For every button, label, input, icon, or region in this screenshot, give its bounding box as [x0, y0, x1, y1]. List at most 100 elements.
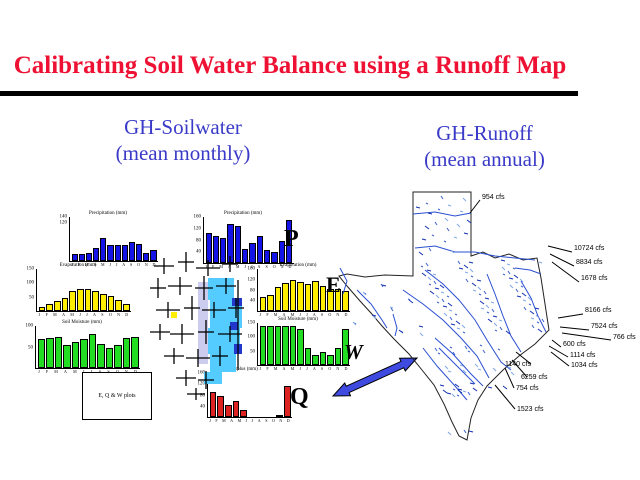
bar [84, 289, 92, 311]
flow-gauge-label: 6259 cfs [521, 374, 548, 381]
flow-gauge-label: 8834 cfs [576, 259, 603, 266]
x-tick-label: D [286, 418, 290, 423]
slide-title: Calibrating Soil Water Balance using a R… [13, 52, 567, 79]
bar [220, 237, 227, 263]
x-tick-label: N [124, 369, 128, 374]
bar [232, 401, 240, 417]
x-tick-label: J [299, 312, 301, 317]
x-tick-label: A [312, 366, 316, 371]
x-tick-label: M [101, 262, 105, 267]
bar [282, 325, 289, 365]
title-rule [0, 91, 578, 96]
y-tick-label: 50 [29, 295, 34, 301]
y-tick-label: 40 [250, 298, 255, 304]
x-tick-label: J [306, 312, 308, 317]
bar [334, 289, 341, 311]
y-tick-label: 50 [28, 345, 33, 350]
bar [100, 238, 107, 261]
bar [99, 293, 107, 311]
bar [297, 328, 304, 365]
x-tick-label: J [79, 312, 81, 317]
x-tick-label: A [282, 366, 286, 371]
bar [259, 296, 266, 311]
bar [274, 325, 281, 365]
y-tick-label: 160 [197, 370, 206, 376]
x-tick-label: J [259, 312, 262, 317]
x-tick-label: M [222, 418, 226, 423]
flow-gauge-label: 1523 cfs [517, 406, 544, 413]
bar [46, 337, 54, 368]
y-tick-label: 40 [196, 249, 201, 255]
bar [327, 288, 334, 311]
x-tick-label: N [280, 264, 284, 269]
x-tick-label: A [64, 369, 67, 374]
bar [242, 248, 249, 263]
x-tick-label: J [245, 418, 248, 423]
letter-e: E [326, 272, 341, 297]
chart-title: Evaporation (mm) [59, 263, 97, 268]
legend-box: E, Q & W plots [82, 372, 152, 420]
bar [71, 254, 78, 261]
x-tick-label: S [130, 262, 133, 267]
bar [122, 337, 130, 368]
y-tick-label: 150 [26, 266, 35, 272]
bar [327, 355, 334, 365]
bar [37, 339, 45, 368]
bar [289, 325, 296, 365]
flow-gauge-label: 8166 cfs [585, 307, 612, 314]
bar [61, 298, 69, 311]
y-axis: 140 120 [58, 215, 69, 262]
x-tick-label: M [235, 264, 240, 269]
x-tick-label: J [109, 262, 112, 267]
y-axis: 160 120 80 40 [192, 215, 203, 264]
x-tick-label: F [266, 312, 269, 317]
x-tick-label: J [209, 418, 211, 423]
bar [76, 288, 84, 311]
chart-evaporation-left: Evaporation (mm) 150 100 50 J F M A M J J A S O N D [25, 262, 131, 318]
flow-gauge-label: 600 cfs [563, 341, 586, 348]
x-tick-label: O [108, 312, 112, 317]
bar [283, 386, 291, 417]
bar [274, 287, 281, 311]
bar [38, 306, 46, 311]
x-tick-label: N [117, 312, 120, 317]
y-tick-label: 80 [250, 288, 255, 293]
plot-area [257, 269, 350, 312]
bar [85, 253, 93, 261]
heading-gh-runoff: GH-Runoff (mean annual) [392, 120, 577, 172]
y-axis: 100 50 [24, 324, 35, 369]
bar [342, 290, 349, 311]
bar [249, 242, 256, 263]
bar [319, 352, 326, 365]
bar [271, 251, 278, 263]
x-tick-label: A [257, 418, 261, 423]
x-tick-label: J [205, 264, 208, 269]
y-axis: 150 100 50 [246, 321, 257, 366]
bar [80, 339, 88, 368]
y-axis: 150 100 50 [25, 266, 36, 312]
chart-title: Evaporation (mm) [279, 263, 317, 268]
plot-area [207, 373, 292, 418]
bar [63, 344, 71, 368]
x-tick-label: M [70, 312, 74, 317]
y-tick-label: 120 [247, 277, 256, 283]
x-tick-label: J [306, 366, 308, 371]
x-tick-label: D [134, 369, 137, 374]
bar [312, 355, 319, 365]
x-tick-label: S [320, 312, 324, 317]
bar [143, 253, 150, 261]
bar [282, 282, 289, 311]
bar [209, 392, 217, 417]
x-tick-label: M [219, 264, 223, 269]
heading-gh-soilwater: GH-Soilwater (mean monthly) [78, 114, 288, 166]
x-tick-label: F [45, 312, 48, 317]
y-tick-label: 80 [196, 238, 201, 243]
flow-gauge-label: 954 cfs [482, 194, 505, 201]
y-axis: 160 120 80 40 [246, 267, 257, 312]
x-tick-label: J [259, 366, 262, 371]
bar [114, 245, 121, 261]
bar [121, 244, 128, 261]
